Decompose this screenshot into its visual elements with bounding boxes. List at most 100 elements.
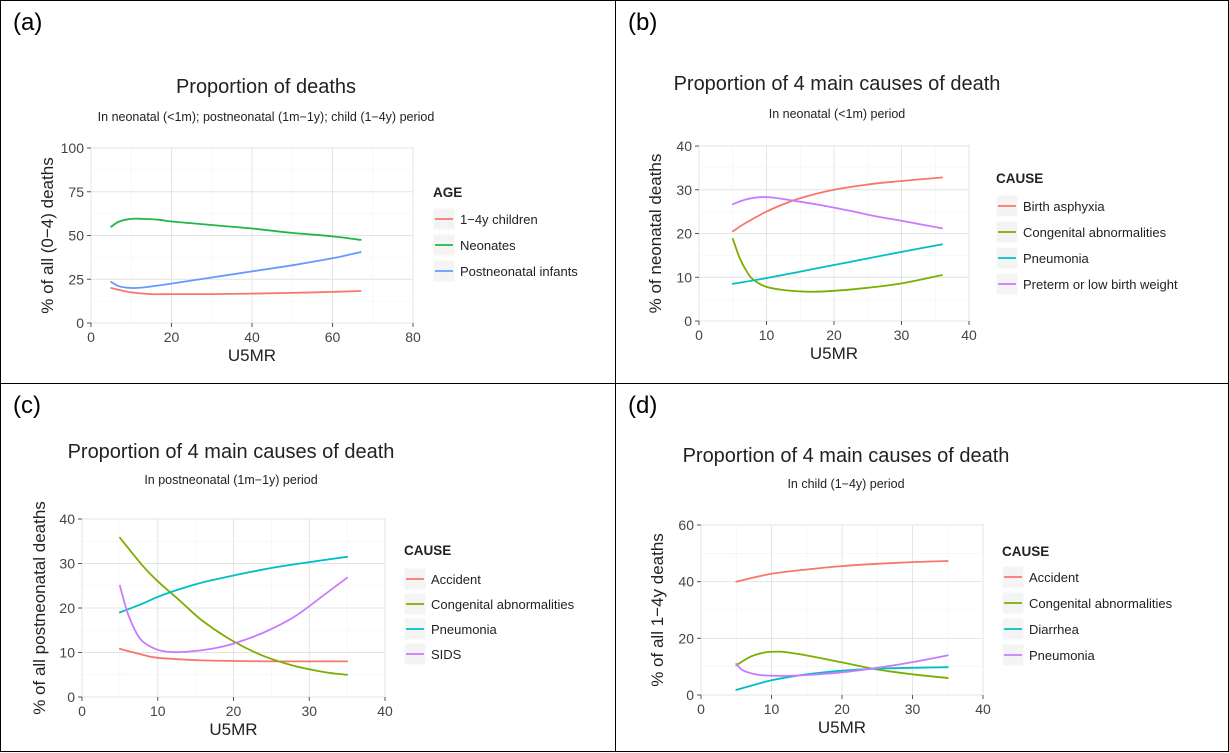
x-tick-label: 40 bbox=[377, 703, 393, 719]
panel-b: (b) Proportion of 4 main causes of death… bbox=[615, 0, 1229, 384]
x-tick-label: 10 bbox=[150, 703, 166, 719]
legend-item: Accident bbox=[403, 567, 481, 591]
legend-label: Accident bbox=[1029, 570, 1079, 585]
panel-c: (c) Proportion of 4 main causes of death… bbox=[0, 383, 616, 752]
series-lines bbox=[119, 536, 348, 676]
y-tick-label: 20 bbox=[678, 630, 694, 646]
y-tick-label: 10 bbox=[59, 645, 75, 661]
series-line-4 bbox=[119, 576, 348, 654]
x-tick-label: 20 bbox=[834, 701, 850, 717]
y-tick-label: 60 bbox=[678, 517, 694, 533]
x-tick-label: 10 bbox=[759, 327, 775, 343]
x-axis-label: U5MR bbox=[818, 718, 866, 737]
legend: AGE 1−4y children Neonates Postneonatal inf… bbox=[432, 185, 578, 283]
legend: CAUSE Birth asphyxia Congenital abnormalit… bbox=[995, 171, 1178, 296]
y-tick-label: 0 bbox=[686, 687, 694, 703]
x-tick-label: 40 bbox=[975, 701, 991, 717]
x-tick-label: 20 bbox=[826, 327, 842, 343]
x-axis-label: U5MR bbox=[228, 346, 276, 365]
legend-label: Preterm or low birth weight bbox=[1023, 277, 1178, 292]
y-tick-label: 20 bbox=[676, 226, 692, 242]
gridlines bbox=[90, 147, 414, 324]
legend: CAUSE Accident Congenital abnormalities Dia… bbox=[1001, 544, 1173, 667]
x-tick-label: 30 bbox=[894, 327, 910, 343]
legend-label: Pneumonia bbox=[431, 622, 498, 637]
plot-area bbox=[81, 518, 386, 698]
y-tick-label: 25 bbox=[68, 271, 84, 287]
x-tick-label: 20 bbox=[226, 703, 242, 719]
legend-label: Pneumonia bbox=[1029, 648, 1096, 663]
plot-area bbox=[698, 145, 970, 322]
panel-label: (b) bbox=[628, 9, 658, 36]
legend-item: Congenital abnormalities bbox=[1001, 591, 1173, 615]
legend-item: Neonates bbox=[432, 233, 516, 257]
y-axis-label: % of all (0−4) deaths bbox=[38, 157, 57, 313]
legend-item: Accident bbox=[1001, 565, 1079, 589]
chart-title: Proportion of 4 main causes of death bbox=[683, 445, 1010, 467]
legend-title: AGE bbox=[433, 185, 462, 200]
series-line-4 bbox=[735, 654, 949, 677]
y-tick-label: 40 bbox=[676, 138, 692, 154]
legend-title: CAUSE bbox=[404, 543, 451, 558]
series-line-1 bbox=[731, 176, 943, 233]
chart-subtitle: In neonatal (<1m) period bbox=[769, 107, 906, 121]
panel-label: (c) bbox=[13, 392, 41, 419]
legend-label: Diarrhea bbox=[1029, 622, 1080, 637]
y-tick-label: 0 bbox=[684, 313, 692, 329]
series-line-3 bbox=[731, 243, 943, 285]
chart-subtitle: In postneonatal (1m−1y) period bbox=[144, 473, 317, 487]
legend-label: Neonates bbox=[460, 238, 516, 253]
legend-item: Preterm or low birth weight bbox=[995, 272, 1178, 296]
plot-area bbox=[90, 147, 414, 324]
x-tick-label: 10 bbox=[764, 701, 780, 717]
legend-item: SIDS bbox=[403, 642, 462, 666]
legend-title: CAUSE bbox=[1002, 544, 1049, 559]
y-tick-label: 10 bbox=[676, 269, 692, 285]
x-tick-label: 30 bbox=[905, 701, 921, 717]
chart-a: Proportion of deaths In neonatal (<1m); p… bbox=[38, 76, 578, 365]
chart-d: Proportion of 4 main causes of death In c… bbox=[648, 445, 1173, 737]
x-tick-label: 0 bbox=[697, 701, 705, 717]
y-axis-label: % of neonatal deaths bbox=[646, 154, 665, 314]
chart-subtitle: In neonatal (<1m); postneonatal (1m−1y);… bbox=[98, 110, 435, 124]
x-axis-label: U5MR bbox=[810, 344, 858, 363]
y-axis-label: % of all 1−4y deaths bbox=[648, 533, 667, 687]
series-lines bbox=[110, 217, 362, 296]
x-tick-label: 40 bbox=[244, 329, 260, 345]
series-line-1 bbox=[110, 287, 362, 296]
y-tick-label: 30 bbox=[59, 556, 75, 572]
legend-item: Pneumonia bbox=[995, 246, 1090, 270]
chart-title: Proportion of 4 main causes of death bbox=[68, 441, 395, 463]
series-line-3 bbox=[735, 666, 949, 691]
legend-title: CAUSE bbox=[996, 171, 1043, 186]
chart-b: Proportion of 4 main causes of death In n… bbox=[646, 73, 1178, 363]
x-tick-label: 80 bbox=[405, 329, 421, 345]
series-lines bbox=[731, 176, 943, 293]
series-line-1 bbox=[119, 648, 348, 663]
series-line-2 bbox=[731, 237, 943, 293]
legend-item: 1−4y children bbox=[432, 207, 538, 231]
legend-label: Congenital abnormalities bbox=[1029, 596, 1173, 611]
legend-label: Congenital abnormalities bbox=[1023, 225, 1167, 240]
chart-title: Proportion of deaths bbox=[176, 76, 356, 98]
series-line-4 bbox=[731, 196, 943, 230]
series-line-3 bbox=[110, 251, 362, 289]
y-axis-label: % of all postneonatal deaths bbox=[30, 501, 49, 715]
x-tick-label: 0 bbox=[78, 703, 86, 719]
series-line-2 bbox=[110, 217, 362, 241]
legend-label: Postneonatal infants bbox=[460, 264, 578, 279]
legend-item: Diarrhea bbox=[1001, 617, 1080, 641]
legend: CAUSE Accident Congenital abnormalities Pne… bbox=[403, 543, 575, 666]
legend-item: Postneonatal infants bbox=[432, 259, 578, 283]
y-tick-label: 30 bbox=[676, 182, 692, 198]
legend-label: Accident bbox=[431, 572, 481, 587]
series-line-2 bbox=[735, 650, 949, 679]
legend-label: 1−4y children bbox=[460, 212, 538, 227]
legend-label: Congenital abnormalities bbox=[431, 597, 575, 612]
series-line-3 bbox=[119, 555, 348, 614]
x-tick-label: 0 bbox=[695, 327, 703, 343]
x-tick-label: 0 bbox=[87, 329, 95, 345]
y-tick-label: 50 bbox=[68, 228, 84, 244]
x-axis-label: U5MR bbox=[209, 720, 257, 739]
